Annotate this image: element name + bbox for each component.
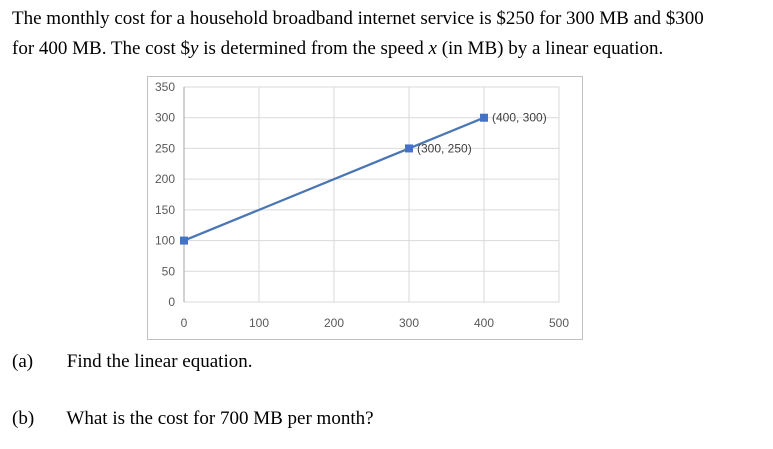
cost-chart: 0 50 100 150 200 250 300 350 0 100 200 300 400 500 (30…	[147, 76, 583, 340]
variable-y: y	[190, 38, 199, 59]
x-tick-label-0: 0	[181, 316, 188, 330]
question-b-label: (b)	[12, 408, 35, 429]
problem-line-2-mid: is determined from the speed	[198, 38, 429, 59]
question-a-text: Find the linear equation.	[66, 351, 253, 372]
problem-line-1: The monthly cost for a household broadba…	[12, 8, 704, 29]
y-tick-label-300: 300	[155, 111, 175, 125]
x-tick-label-300: 300	[399, 316, 419, 330]
y-tick-label-50: 50	[162, 264, 176, 278]
x-tick-label-400: 400	[474, 316, 494, 330]
question-a: (a) Find the linear equation.	[12, 350, 252, 374]
data-marker-2	[480, 113, 488, 122]
problem-line-2-suffix: (in MB) by a linear equation.	[436, 38, 664, 59]
y-tick-label-200: 200	[155, 172, 175, 186]
problem-statement: The monthly cost for a household broadba…	[12, 4, 767, 64]
chart-border	[147, 76, 583, 340]
problem-line-2-prefix: for 400 MB. The cost $	[12, 38, 191, 59]
x-tick-label-100: 100	[249, 316, 269, 330]
x-tick-label-200: 200	[324, 316, 344, 330]
y-tick-label-100: 100	[155, 234, 175, 248]
data-label-2: (400, 300)	[492, 111, 547, 125]
data-label-1: (300, 250)	[417, 141, 472, 155]
variable-x: x	[428, 38, 437, 59]
chart-svg: 0 50 100 150 200 250 300 350 0 100 200 300 400 500 (30…	[147, 76, 583, 340]
question-b-text: What is the cost for 700 MB per month?	[66, 408, 374, 429]
question-a-label: (a)	[12, 351, 34, 372]
y-tick-label-0: 0	[168, 295, 175, 309]
y-tick-label-350: 350	[155, 80, 175, 94]
question-b: (b) What is the cost for 700 MB per mont…	[12, 407, 374, 431]
y-tick-label-150: 150	[155, 203, 175, 217]
x-tick-label-500: 500	[549, 316, 569, 330]
data-marker-0	[180, 236, 188, 245]
y-tick-label-250: 250	[155, 141, 175, 155]
data-marker-1	[405, 144, 413, 153]
